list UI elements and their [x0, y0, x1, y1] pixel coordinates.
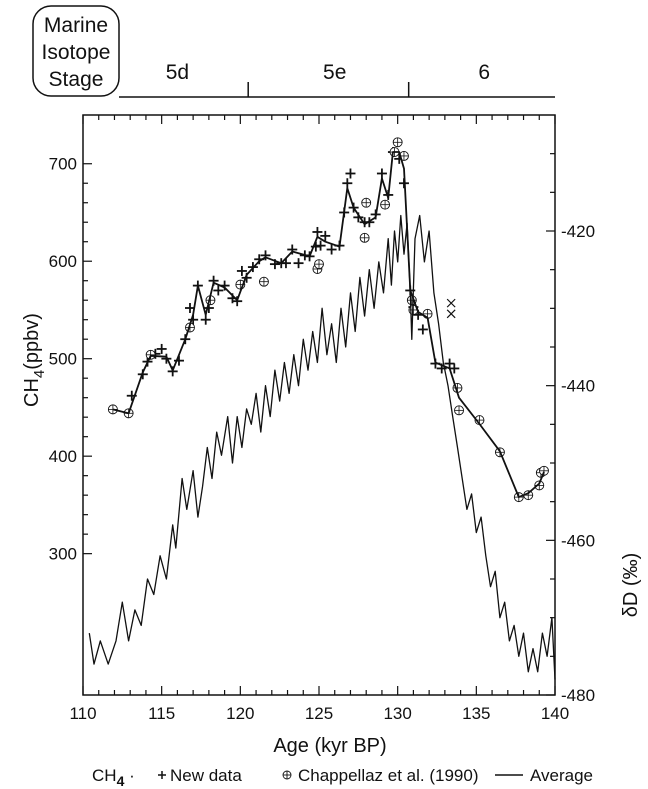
- right-tick-label: -420: [561, 222, 595, 241]
- x-tick-label: 130: [383, 704, 411, 723]
- right-tick-label: -440: [561, 377, 595, 396]
- legend: CH4 · New data Chappellaz et al. (1990) …: [92, 766, 593, 789]
- x-tick-label: 110: [69, 704, 96, 723]
- data-point-new-data: [342, 178, 352, 188]
- data-point-chappellaz-et-al-1990: [360, 233, 369, 242]
- stage-box-line2: Isotope: [42, 41, 111, 64]
- data-point-new-data: [201, 315, 211, 325]
- series-layer: [89, 138, 555, 680]
- x-tick-label: 135: [462, 704, 490, 723]
- plot-frame: [83, 115, 555, 695]
- data-point-new-data: [377, 168, 387, 178]
- left-axis-ticks: 300 400 500 600 700: [49, 155, 92, 564]
- series-xdata: [447, 299, 455, 318]
- x-tick-label: 115: [148, 704, 175, 723]
- series-chappellaz-et-al-1990: [108, 138, 548, 502]
- data-point-chappellaz-et-al-1990: [259, 277, 268, 286]
- data-point-chappellaz-et-al-1990: [362, 198, 371, 207]
- legend-average: Average: [530, 766, 593, 785]
- data-point-new-data: [294, 258, 304, 268]
- stage-label: 6: [478, 61, 490, 84]
- data-point-chappellaz-et-al-1990: [315, 260, 324, 269]
- series-deuterium: [89, 216, 555, 680]
- left-axis-title-main: CH: [21, 378, 43, 407]
- left-axis-title: CH4(ppbv): [21, 313, 48, 407]
- data-point-new-data: [157, 344, 167, 354]
- data-point-xdata: [447, 310, 455, 318]
- data-point-new-data: [237, 266, 247, 276]
- x-axis-title: Age (kyr BP): [273, 735, 386, 757]
- series-average: [113, 152, 544, 497]
- stage-label: 5e: [323, 61, 346, 84]
- right-tick-label: -480: [561, 686, 595, 705]
- left-tick-label: 700: [49, 155, 77, 174]
- data-point-chappellaz-et-al-1990: [455, 406, 464, 415]
- legend-prefix-sub: 4: [117, 773, 125, 789]
- left-tick-label: 400: [49, 447, 77, 466]
- legend-chappellaz: Chappellaz et al. (1990): [298, 766, 479, 785]
- data-point-chappellaz-et-al-1990: [381, 200, 390, 209]
- data-point-new-data: [345, 168, 355, 178]
- left-tick-label: 300: [49, 545, 77, 564]
- left-tick-label: 600: [49, 252, 77, 271]
- legend-new-data: New data: [170, 766, 242, 785]
- x-tick-label: 140: [541, 704, 569, 723]
- right-axis-title: δD (‰): [620, 553, 642, 617]
- legend-prefix-sep: ·: [124, 766, 134, 785]
- data-point-chappellaz-et-al-1990: [393, 138, 402, 147]
- x-axis-ticks: 110 115 120 125 130 135 140: [69, 115, 569, 723]
- legend-circle-marker: [283, 771, 291, 779]
- stage-boundaries: [248, 82, 408, 97]
- x-tick-label: 125: [305, 704, 333, 723]
- series-line-deuterium: [89, 216, 555, 680]
- data-point-xdata: [447, 299, 455, 307]
- right-axis-ticks: -420 -440 -460 -480: [546, 154, 595, 705]
- data-point-new-data: [168, 366, 178, 376]
- legend-prefix-main: CH: [92, 766, 117, 785]
- isotope-stage-header: Marine Isotope Stage 5d 5e 6: [33, 6, 555, 97]
- left-tick-label: 500: [49, 350, 77, 369]
- legend-plus-marker: [158, 771, 166, 779]
- x-tick-label: 120: [226, 704, 254, 723]
- data-point-new-data: [316, 241, 326, 251]
- legend-prefix: CH4 ·: [92, 766, 135, 789]
- stage-label: 5d: [166, 61, 189, 84]
- stage-box-line1: Marine: [44, 14, 108, 37]
- left-axis-title-tail: (ppbv): [21, 313, 43, 370]
- stage-labels: 5d 5e 6: [166, 61, 490, 84]
- data-point-new-data: [418, 324, 428, 334]
- stage-box-line3: Stage: [49, 68, 104, 91]
- series-line-average: [113, 152, 544, 497]
- left-axis-title-sub: 4: [31, 370, 48, 378]
- right-tick-label: -460: [561, 531, 595, 550]
